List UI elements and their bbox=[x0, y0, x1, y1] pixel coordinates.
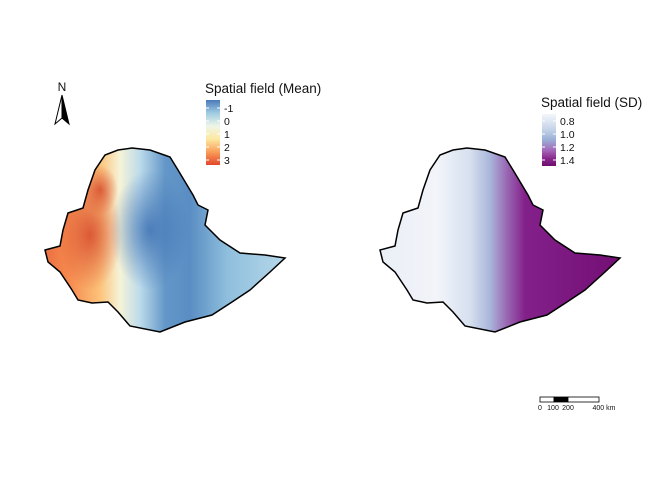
mean-legend-title: Spatial field (Mean) bbox=[205, 81, 321, 96]
sd-tick-label: 1.2 bbox=[560, 142, 575, 154]
mean-tick-label: 2 bbox=[224, 142, 230, 154]
scale-bar-segment bbox=[553, 396, 569, 403]
mean-legend-ticks: -1 0 1 2 3 bbox=[206, 103, 233, 167]
sd-legend-title: Spatial field (SD) bbox=[541, 95, 642, 110]
scale-bar-segment bbox=[567, 396, 600, 403]
mean-field-map bbox=[44, 147, 286, 333]
mean-tick-label: 3 bbox=[224, 155, 230, 167]
mean-tick-label: 0 bbox=[224, 116, 230, 128]
sd-tick-label: 1.0 bbox=[560, 129, 575, 141]
scale-label: 0 bbox=[538, 405, 542, 412]
scale-bar-segment bbox=[539, 396, 555, 403]
sd-tick-label: 0.8 bbox=[560, 116, 575, 128]
mean-tick-label: -1 bbox=[224, 103, 233, 115]
mean-legend: Spatial field (Mean) -1 0 1 2 3 bbox=[205, 81, 321, 167]
sd-legend-colorbar bbox=[542, 114, 556, 166]
mean-legend-colorbar bbox=[206, 100, 220, 165]
north-arrow-icon bbox=[54, 94, 63, 126]
sd-legend-ticks: 0.8 1.0 1.2 1.4 bbox=[542, 116, 575, 167]
sd-field-map bbox=[379, 147, 621, 333]
scale-label: 200 bbox=[562, 405, 574, 412]
scale-bar: 0 100 200 400 km bbox=[538, 396, 616, 412]
sd-legend: Spatial field (SD) 0.8 1.0 1.2 1.4 bbox=[541, 95, 642, 167]
north-label: N bbox=[58, 80, 67, 94]
sd-tick-label: 1.4 bbox=[560, 155, 575, 167]
mean-tick-label: 1 bbox=[224, 129, 230, 141]
scale-label: 100 bbox=[547, 405, 559, 412]
scale-label: 400 km bbox=[593, 405, 616, 412]
north-arrow: N bbox=[54, 80, 70, 126]
